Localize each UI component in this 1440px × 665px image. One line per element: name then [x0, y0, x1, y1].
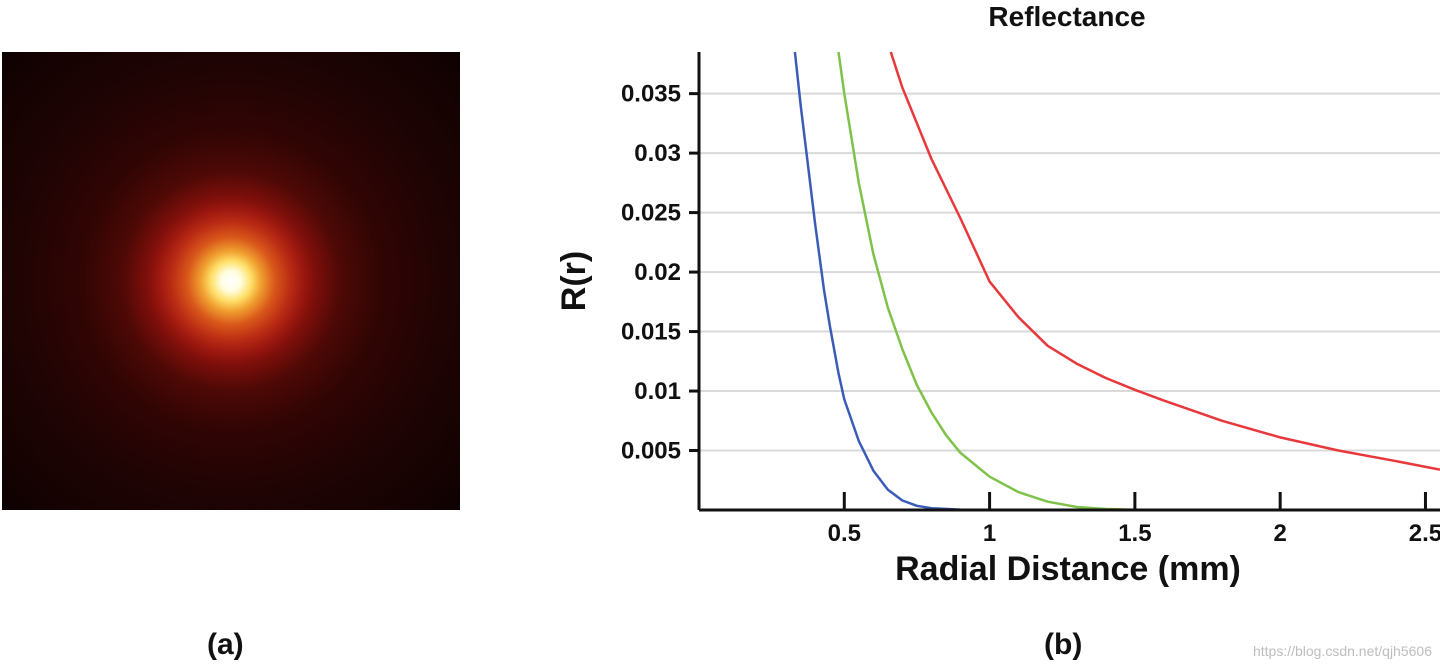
panel-a-label: (a) — [207, 628, 244, 661]
scattering-image — [2, 52, 460, 510]
x-tick-label: 1.5 — [1118, 520, 1151, 547]
watermark: https://blog.csdn.net/qjh5606 — [1252, 643, 1432, 659]
series-line-1 — [793, 51, 1019, 512]
panel-b-label: (b) — [1044, 628, 1083, 661]
y-tick-label: 0.02 — [634, 259, 681, 286]
x-tick-label: 0.5 — [828, 520, 861, 547]
ticks: 0.005 0.01 0.015 0.02 0.025 0.03 0.035 0.5 1 1.5 2… — [621, 81, 1440, 547]
series-line-3 — [889, 51, 1440, 471]
x-tick-label: 1 — [983, 520, 996, 547]
y-tick-label: 0.035 — [621, 81, 681, 108]
axes — [697, 52, 1440, 512]
x-axis-label: Radial Distance (mm) — [895, 550, 1241, 588]
x-tick-label: 2.5 — [1409, 520, 1440, 547]
chart-title: Reflectance — [988, 1, 1145, 32]
y-tick-label: 0.01 — [634, 378, 681, 405]
y-tick-label: 0.015 — [621, 319, 681, 346]
grid-lines — [699, 92, 1440, 452]
series-lines — [793, 51, 1440, 512]
x-tick-label: 2 — [1273, 520, 1286, 547]
y-tick-label: 0.03 — [634, 140, 681, 167]
y-axis-label: R(r) — [555, 251, 593, 311]
y-tick-label: 0.025 — [621, 200, 681, 227]
y-tick-label: 0.005 — [621, 438, 681, 465]
series-line-2 — [837, 51, 1252, 512]
